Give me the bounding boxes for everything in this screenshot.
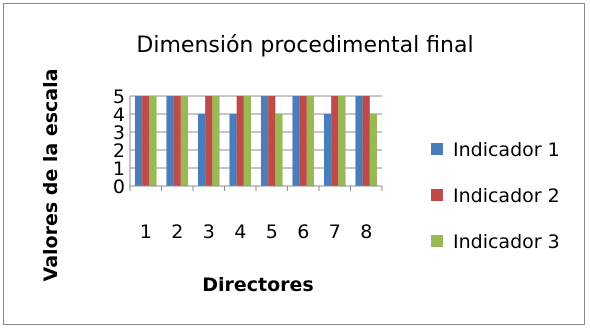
- bar: [268, 96, 276, 186]
- x-tick-label: 5: [266, 221, 278, 243]
- legend-label: Indicador 1: [453, 139, 560, 161]
- bar: [134, 96, 143, 186]
- bar: [369, 114, 378, 186]
- bar: [149, 96, 157, 186]
- x-tick-label: 7: [329, 221, 341, 243]
- bar: [260, 96, 269, 186]
- y-axis-title: Valores de la escala: [40, 69, 62, 282]
- legend-swatch: [431, 189, 443, 201]
- bar: [299, 96, 307, 186]
- x-tick-label: 6: [297, 221, 309, 243]
- x-tick-label: 2: [171, 221, 183, 243]
- legend-label: Indicador 2: [453, 185, 560, 207]
- y-tick-label: 4: [113, 104, 125, 126]
- y-tick-label: 1: [113, 158, 125, 180]
- bar: [166, 96, 174, 186]
- x-axis-title: Directores: [202, 274, 314, 296]
- bar: [212, 96, 220, 186]
- x-tick-label: 8: [360, 221, 372, 243]
- y-tick-label: 0: [113, 176, 125, 198]
- bar: [173, 96, 181, 186]
- bar: [180, 96, 189, 186]
- bar: [362, 96, 370, 186]
- x-tick-label: 3: [203, 221, 215, 243]
- x-tick-label: 4: [234, 221, 246, 243]
- chart-title: Dimensión procedimental final: [136, 33, 473, 58]
- legend-swatch: [431, 143, 443, 155]
- bar: [236, 96, 244, 186]
- bar: [205, 96, 213, 186]
- bar: [142, 96, 150, 186]
- y-tick-label: 5: [113, 86, 125, 108]
- bar: [292, 96, 300, 186]
- bar: [355, 96, 363, 186]
- y-tick-label: 2: [113, 140, 125, 162]
- x-tick-label: 1: [140, 221, 152, 243]
- bar: [275, 114, 283, 186]
- bar: [306, 96, 315, 186]
- bars: [134, 96, 378, 186]
- bar: [331, 96, 339, 186]
- legend: Indicador 1 Indicador 2 Indicador 3: [431, 139, 560, 253]
- bar: [229, 114, 237, 186]
- legend-label: Indicador 3: [453, 231, 560, 253]
- bar: [197, 114, 206, 186]
- bar: [338, 96, 346, 186]
- y-tick-label: 3: [113, 122, 125, 144]
- bar: [323, 114, 332, 186]
- legend-swatch: [431, 235, 443, 247]
- bar: [243, 96, 252, 186]
